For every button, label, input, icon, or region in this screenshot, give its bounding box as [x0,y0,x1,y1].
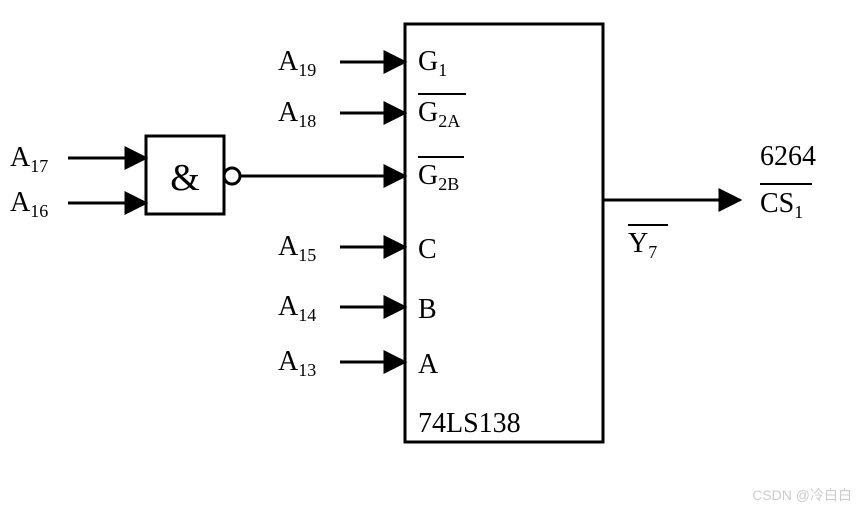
pin-g2b: G2B [418,160,459,194]
pin-b: B [418,294,437,325]
nand-bubble [224,168,240,184]
pin-y7: Y7 [628,228,657,262]
label-a14: A14 [278,291,316,325]
pin-g1: G1 [418,46,447,80]
label-a16: A16 [10,187,48,221]
label-a18: A18 [278,97,316,131]
label-a15: A15 [278,231,316,265]
label-a19: A19 [278,46,316,80]
nand-symbol: & [170,157,200,199]
watermark: CSDN @冷白白 [752,485,852,505]
label-a17: A17 [10,142,48,176]
label-a13: A13 [278,346,316,380]
out-cs1: CS1 [760,188,803,222]
pin-g2a: G2A [418,97,460,131]
circuit-diagram: & A17 A16 74LS138 A19 G1 A18 G2A G2B A15… [0,0,864,513]
pin-c: C [418,234,437,265]
pin-a: A [418,349,439,380]
decoder-label: 74LS138 [418,408,521,439]
out-top-6264: 6264 [760,141,816,172]
